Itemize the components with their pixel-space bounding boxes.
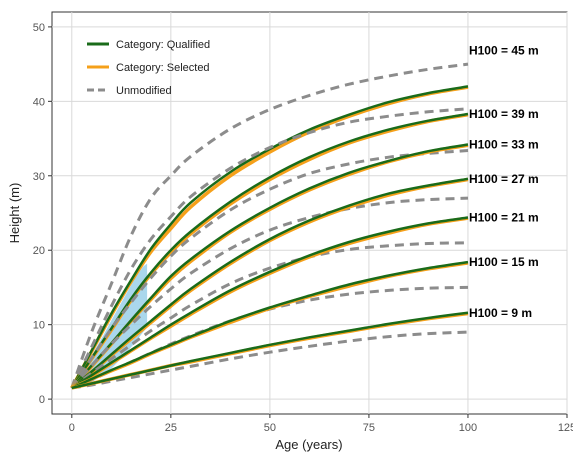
qualified-series-line	[71, 260, 469, 390]
x-tick-label: 25	[165, 422, 177, 434]
y-axis-ticks: 0 10 20 30 40 50	[33, 22, 52, 406]
qualified-series-line	[71, 311, 469, 390]
unmodified-series-line	[70, 196, 469, 389]
qualified-series-line	[70, 85, 469, 389]
qualified-series-line	[71, 177, 469, 389]
y-tick-label: 50	[33, 22, 45, 34]
qualified-series-line	[70, 112, 469, 389]
x-axis-title: Age (years)	[275, 437, 342, 452]
unmodified-series-line	[70, 149, 469, 389]
legend-label: Unmodified	[116, 85, 172, 97]
grid	[52, 12, 568, 414]
curve-label: H100 = 15 m	[469, 255, 539, 269]
y-tick-label: 0	[39, 394, 45, 406]
legend: Category: Qualified Category: Selected Unm…	[87, 39, 210, 97]
curve-labels: H100 = 45 m H100 = 39 m H100 = 33 m H100 = …	[469, 44, 539, 320]
y-axis-title: Height (m)	[7, 183, 22, 244]
unmodified-series-line	[71, 285, 469, 390]
unmodified-series-line	[70, 107, 469, 389]
x-tick-label: 100	[459, 422, 477, 434]
y-tick-label: 10	[33, 320, 45, 332]
curve-group	[71, 260, 469, 390]
y-tick-label: 40	[33, 96, 45, 108]
curve-label: H100 = 39 m	[469, 107, 539, 121]
unmodified-series-line	[70, 62, 469, 389]
x-tick-label: 50	[264, 422, 276, 434]
curve-group	[70, 177, 469, 390]
x-tick-label: 0	[69, 422, 75, 434]
curve-label: H100 = 45 m	[469, 44, 539, 58]
curve-group	[70, 107, 469, 389]
curve-label: H100 = 21 m	[469, 210, 539, 224]
curve-layer	[70, 62, 469, 390]
curve-group	[71, 311, 469, 390]
curve-label: H100 = 33 m	[469, 138, 539, 152]
x-tick-label: 125	[558, 422, 573, 434]
x-axis-ticks: 0 25 50 75 100 125	[69, 414, 573, 434]
unmodified-series-line	[71, 330, 469, 390]
curve-group	[70, 62, 469, 389]
x-tick-label: 75	[363, 422, 375, 434]
curve-group	[70, 216, 469, 390]
qualified-series-line	[71, 216, 469, 389]
curve-label: H100 = 9 m	[469, 306, 532, 320]
y-tick-label: 20	[33, 245, 45, 257]
unmodified-series-line	[70, 241, 469, 390]
legend-label: Category: Qualified	[116, 39, 210, 51]
curve-label: H100 = 27 m	[469, 172, 539, 186]
y-tick-label: 30	[33, 171, 45, 183]
legend-label: Category: Selected	[116, 62, 210, 74]
